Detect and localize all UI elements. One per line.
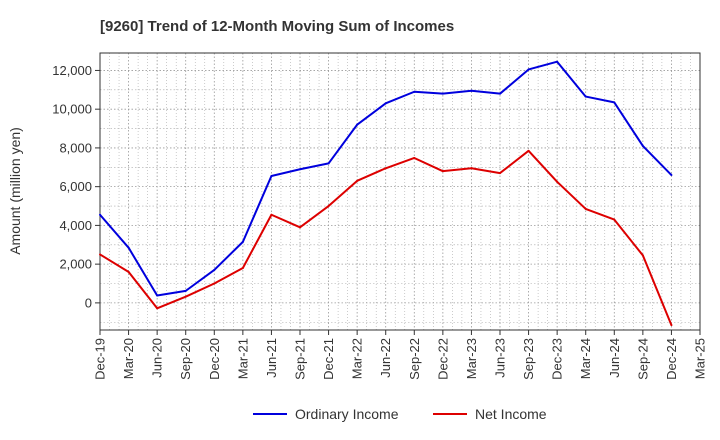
axes bbox=[99, 52, 701, 331]
data-point-ordinary-income bbox=[299, 168, 301, 171]
data-point-net-income bbox=[613, 218, 616, 221]
x-tick-label: Jun-23 bbox=[493, 338, 508, 378]
x-tick-label: Sep-20 bbox=[178, 338, 193, 380]
data-point-net-income bbox=[156, 307, 159, 310]
data-point-ordinary-income bbox=[641, 144, 644, 147]
data-point-ordinary-income bbox=[99, 213, 101, 216]
x-tick-label: Dec-23 bbox=[550, 338, 565, 380]
x-tick-label: Jun-22 bbox=[378, 338, 393, 378]
x-tick-label: Mar-20 bbox=[121, 338, 136, 379]
data-point-ordinary-income bbox=[584, 95, 587, 98]
x-axis-ticks: Dec-19 Mar-20 Jun-20 Sep-20 Dec-20 Mar-21 Jun-… bbox=[93, 330, 708, 380]
x-tick-label: Sep-21 bbox=[293, 338, 308, 380]
y-tick-label: 12,000 bbox=[52, 63, 92, 78]
series-lines bbox=[99, 60, 673, 327]
x-tick-label: Mar-22 bbox=[350, 338, 365, 379]
data-point-net-income bbox=[184, 295, 187, 298]
data-point-ordinary-income bbox=[670, 174, 673, 177]
data-point-ordinary-income bbox=[213, 268, 216, 271]
x-tick-label: Dec-22 bbox=[435, 338, 450, 380]
data-point-net-income bbox=[413, 156, 416, 159]
y-tick-label: 8,000 bbox=[59, 140, 92, 155]
data-point-ordinary-income bbox=[184, 289, 187, 292]
x-tick-label: Dec-24 bbox=[664, 338, 679, 380]
x-tick-label: Dec-20 bbox=[207, 338, 222, 380]
data-point-net-income bbox=[584, 207, 587, 210]
data-point-net-income bbox=[299, 226, 301, 229]
data-point-net-income bbox=[670, 324, 673, 327]
data-point-net-income bbox=[270, 213, 273, 216]
data-point-ordinary-income bbox=[241, 240, 244, 243]
data-point-ordinary-income bbox=[270, 175, 273, 178]
data-point-ordinary-income bbox=[127, 246, 130, 249]
x-tick-label: Sep-24 bbox=[635, 338, 650, 380]
y-tick-label: 0 bbox=[85, 295, 92, 310]
data-point-ordinary-income bbox=[327, 162, 330, 165]
x-tick-label: Mar-25 bbox=[693, 338, 708, 379]
x-tick-label: Mar-21 bbox=[235, 338, 250, 379]
x-tick-label: Sep-22 bbox=[407, 338, 422, 380]
data-point-net-income bbox=[384, 167, 387, 170]
x-tick-label: Sep-23 bbox=[521, 338, 536, 380]
legend-label-ordinary-income: Ordinary Income bbox=[295, 406, 399, 422]
data-point-net-income bbox=[499, 172, 501, 175]
x-tick-label: Dec-19 bbox=[93, 338, 108, 380]
data-point-ordinary-income bbox=[356, 123, 359, 126]
data-point-ordinary-income bbox=[470, 89, 473, 92]
x-tick-label: Dec-21 bbox=[321, 338, 336, 380]
data-point-ordinary-income bbox=[156, 294, 159, 297]
data-point-ordinary-income bbox=[556, 60, 559, 63]
data-point-ordinary-income bbox=[499, 92, 501, 95]
data-point-net-income bbox=[441, 170, 444, 173]
legend-label-net-income: Net Income bbox=[475, 406, 547, 422]
data-point-net-income bbox=[99, 253, 101, 256]
chart-title: [9260] Trend of 12-Month Moving Sum of I… bbox=[100, 18, 454, 35]
data-point-ordinary-income bbox=[413, 90, 416, 93]
data-point-ordinary-income bbox=[441, 92, 444, 95]
data-point-ordinary-income bbox=[527, 68, 530, 71]
y-tick-label: 4,000 bbox=[59, 218, 92, 233]
x-tick-label: Jun-20 bbox=[150, 338, 165, 378]
data-point-net-income bbox=[327, 205, 330, 208]
data-point-net-income bbox=[556, 180, 559, 183]
y-axis-ticks: 0 2,000 4,000 6,000 8,000 10,000 12,000 bbox=[52, 63, 100, 310]
legend: Ordinary Income Net Income bbox=[253, 406, 547, 422]
x-tick-label: Mar-23 bbox=[464, 338, 479, 379]
data-point-ordinary-income bbox=[613, 101, 616, 104]
y-tick-label: 10,000 bbox=[52, 102, 92, 117]
data-point-net-income bbox=[470, 167, 473, 170]
data-point-net-income bbox=[127, 270, 130, 273]
y-tick-label: 6,000 bbox=[59, 179, 92, 194]
data-point-net-income bbox=[641, 254, 644, 257]
y-tick-label: 2,000 bbox=[59, 257, 92, 272]
data-point-net-income bbox=[213, 282, 216, 285]
x-tick-label: Mar-24 bbox=[578, 338, 593, 379]
x-tick-label: Jun-21 bbox=[264, 338, 279, 378]
plot-frame bbox=[99, 52, 701, 331]
x-tick-label: Jun-24 bbox=[607, 338, 622, 378]
data-point-ordinary-income bbox=[384, 102, 387, 105]
y-axis-label: Amount (million yen) bbox=[7, 127, 23, 255]
data-point-net-income bbox=[356, 179, 359, 182]
data-point-net-income bbox=[527, 149, 530, 152]
data-point-net-income bbox=[241, 267, 244, 270]
